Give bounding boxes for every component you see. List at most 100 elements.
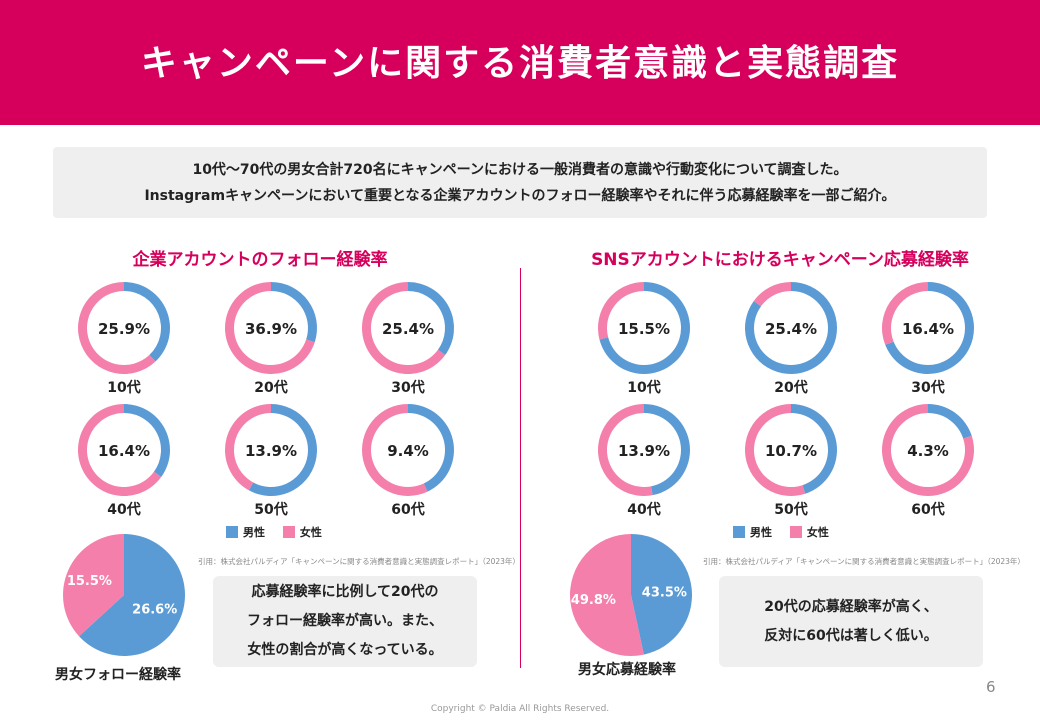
center-divider <box>520 268 521 668</box>
donut-5: 13.9% 50代 <box>225 404 318 518</box>
donut-female-segment <box>745 404 806 497</box>
donut-male-segment <box>928 404 972 439</box>
right-note-line-1: 20代の応募経験率が高く、 <box>764 598 938 615</box>
donut-category-label: 10代 <box>627 379 660 396</box>
donut-male-segment <box>408 282 454 356</box>
donut-category-label: 50代 <box>254 501 287 518</box>
donut-value-label: 25.4% <box>765 320 817 338</box>
intro-line-1: 10代〜70代の男女合計720名にキャンペーンにおける一般消費者の意識や行動変化… <box>192 162 848 178</box>
right-donut-grid: 15.5% 10代 25.4% 20代 16.4% 30代 13.9% 40代 10.7% 50代… <box>598 282 974 518</box>
donut-value-label: 10.7% <box>765 442 817 460</box>
pie-male-slice <box>79 534 185 656</box>
donut-category-label: 30代 <box>391 379 424 396</box>
pie-male-label: 43.5% <box>642 585 687 600</box>
right-note-box: 20代の応募経験率が高く、 反対に60代は著しく低い。 <box>719 576 983 667</box>
left-note-box: 応募経験率に比例して20代の フォロー経験率が高い。また、 女性の割合が高くなっ… <box>213 576 477 667</box>
legend-male-swatch <box>226 526 238 538</box>
donut-value-label: 4.3% <box>907 442 949 460</box>
intro-line-2: Instagramキャンペーンにおいて重要となる企業アカウントのフォロー経験率や… <box>144 188 896 204</box>
donut-value-label: 16.4% <box>98 442 150 460</box>
donut-6: 4.3% 60代 <box>881 404 974 518</box>
legend-female: 女性 <box>282 524 322 540</box>
legend-female-label: 女性 <box>299 526 322 539</box>
donut-male-segment <box>644 404 691 496</box>
legend-female-label: 女性 <box>806 526 829 539</box>
donut-female-segment <box>753 282 791 307</box>
legend-male-swatch <box>733 526 745 538</box>
donut-2: 25.4% 20代 <box>745 282 837 396</box>
right-legend: 男性 女性 <box>733 524 843 540</box>
donut-value-label: 25.9% <box>98 320 150 338</box>
donut-category-label: 20代 <box>774 379 807 396</box>
legend-female: 女性 <box>789 524 829 540</box>
donut-2: 36.9% 20代 <box>225 282 318 396</box>
left-section-title: 企業アカウントのフォロー経験率 <box>132 250 388 270</box>
donut-female-segment <box>598 282 644 340</box>
donut-category-label: 40代 <box>107 501 140 518</box>
donut-category-label: 20代 <box>254 379 287 396</box>
left-note-line-1: 応募経験率に比例して20代の <box>251 584 439 600</box>
donut-male-segment <box>408 404 454 492</box>
left-citation: 引用：株式会社パルディア「キャンペーンに関する消費者意識と実態調査レポート」（2… <box>198 557 520 566</box>
right-citation: 引用：株式会社パルディア「キャンペーンに関する消費者意識と実態調査レポート」（2… <box>703 557 1025 566</box>
right-summary-pie: 43.5% 49.8% <box>569 534 692 656</box>
legend-male: 男性 <box>733 524 772 540</box>
donut-category-label: 60代 <box>911 501 944 518</box>
legend-male: 男性 <box>226 524 265 540</box>
donut-4: 16.4% 40代 <box>77 404 170 518</box>
donut-6: 9.4% 60代 <box>362 404 454 518</box>
left-pie-label: 男女フォロー経験率 <box>55 667 181 683</box>
donut-female-segment <box>77 282 156 374</box>
donut-value-label: 36.9% <box>245 320 297 338</box>
page-number: 6 <box>986 678 996 696</box>
legend-male-label: 男性 <box>243 526 265 539</box>
donut-male-segment <box>248 404 318 496</box>
donut-category-label: 60代 <box>391 501 424 518</box>
donut-female-segment <box>362 404 428 496</box>
donut-1: 25.9% 10代 <box>77 282 170 396</box>
donut-value-label: 13.9% <box>618 442 670 460</box>
donut-value-label: 25.4% <box>382 320 434 338</box>
donut-male-segment <box>791 404 837 494</box>
header-banner: キャンペーンに関する消費者意識と実態調査 <box>0 0 1040 125</box>
pie-male-slice <box>631 534 692 655</box>
pie-female-slice <box>62 534 124 637</box>
legend-male-label: 男性 <box>750 526 772 539</box>
left-donut-grid: 25.9% 10代 36.9% 20代 25.4% 30代 16.4% 40代 13.9% 50代… <box>77 282 454 518</box>
donut-female-segment <box>882 282 928 345</box>
donut-1: 15.5% 10代 <box>598 282 690 396</box>
page-title: キャンペーンに関する消費者意識と実態調査 <box>140 43 900 84</box>
donut-3: 25.4% 30代 <box>362 282 454 396</box>
donut-3: 16.4% 30代 <box>882 282 974 396</box>
donut-value-label: 9.4% <box>387 442 429 460</box>
donut-female-segment <box>598 404 653 496</box>
donut-male-segment <box>271 282 318 343</box>
donut-category-label: 50代 <box>774 501 807 518</box>
donut-value-label: 15.5% <box>618 320 670 338</box>
pie-female-slice <box>569 534 644 656</box>
donut-female-segment <box>225 404 271 491</box>
donut-5: 10.7% 50代 <box>745 404 837 518</box>
copyright: Copyright © Paldia All Rights Reserved. <box>430 704 610 714</box>
intro-box: 10代〜70代の男女合計720名にキャンペーンにおける一般消費者の意識や行動変化… <box>53 147 987 218</box>
legend-female-swatch <box>282 526 295 538</box>
donut-value-label: 13.9% <box>245 442 297 460</box>
legend-female-swatch <box>789 526 802 538</box>
left-legend: 男性 女性 <box>226 524 336 540</box>
left-note-line-2: フォロー経験率が高い。また、 <box>247 613 443 629</box>
right-pie-label: 男女応募経験率 <box>578 662 676 678</box>
right-note-line-2: 反対に60代は著しく低い。 <box>764 627 938 644</box>
donut-value-label: 16.4% <box>902 320 954 338</box>
left-note-line-3: 女性の割合が高くなっている。 <box>247 642 443 658</box>
left-summary-pie: 26.6% 15.5% <box>62 534 185 656</box>
pie-male-label: 26.6% <box>132 603 177 618</box>
right-section-title: SNSアカウントにおけるキャンペーン応募経験率 <box>591 250 969 270</box>
donut-category-label: 10代 <box>107 379 140 396</box>
pie-female-label: 15.5% <box>67 574 112 589</box>
donut-category-label: 40代 <box>627 501 660 518</box>
pie-female-label: 49.8% <box>571 593 616 608</box>
donut-male-segment <box>124 404 170 478</box>
donut-category-label: 30代 <box>911 379 944 396</box>
donut-male-segment <box>124 282 170 362</box>
donut-4: 13.9% 40代 <box>598 404 691 518</box>
